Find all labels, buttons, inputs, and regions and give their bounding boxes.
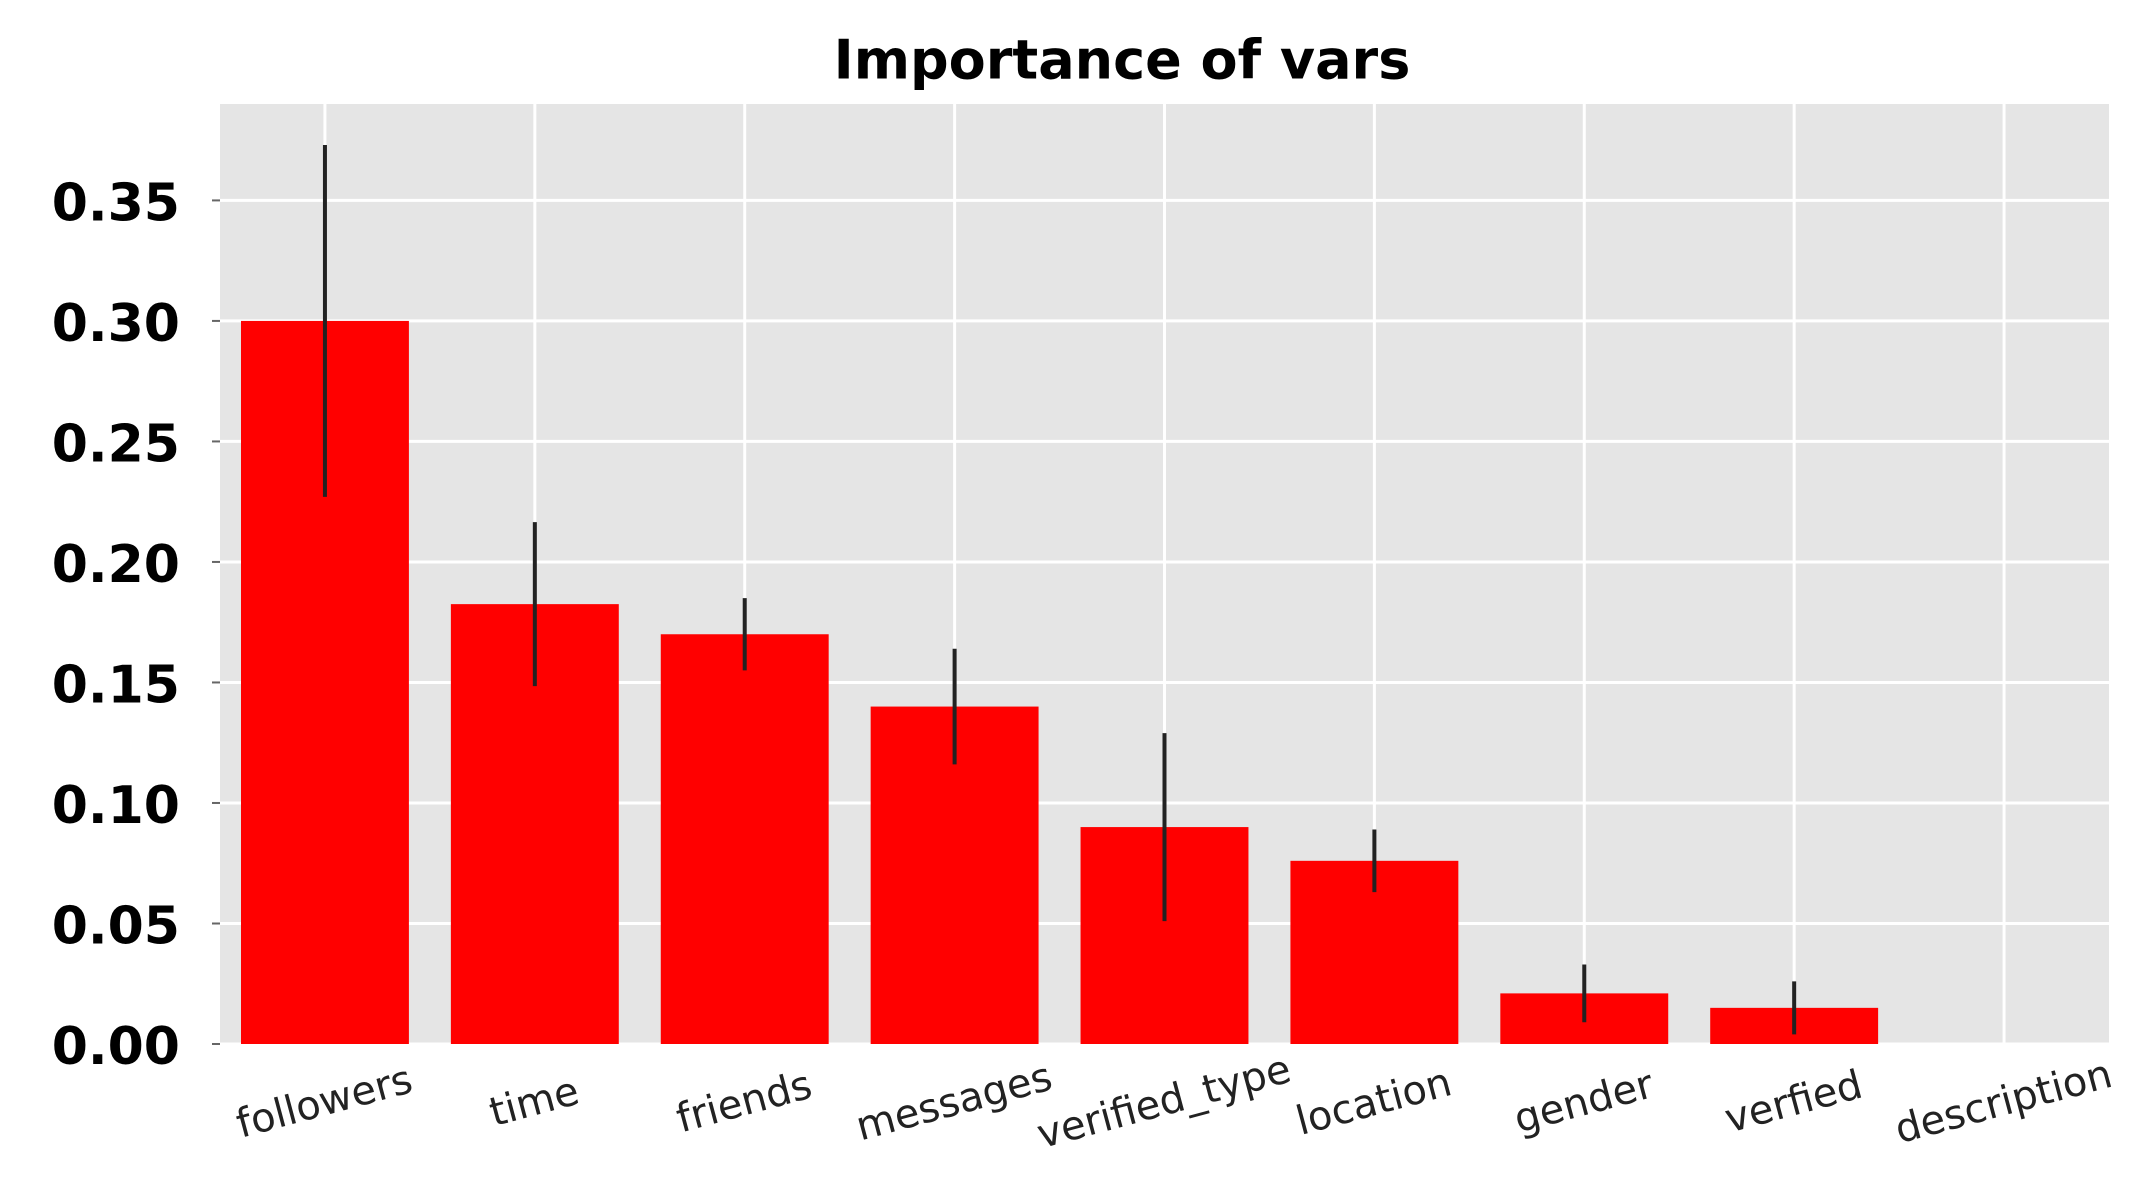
x-tick-label: location bbox=[1291, 1059, 1456, 1145]
y-tick-label: 0.25 bbox=[52, 414, 180, 474]
y-tick-label: 0.35 bbox=[52, 173, 180, 233]
x-tick-label: time bbox=[485, 1068, 584, 1136]
x-tick-label: verified_type bbox=[1032, 1046, 1295, 1158]
x-tick-label: gender bbox=[1509, 1061, 1658, 1142]
bar bbox=[660, 634, 829, 1044]
y-tick-label: 0.05 bbox=[52, 896, 180, 956]
chart-title: Importance of vars bbox=[834, 29, 1411, 92]
x-tick-label: friends bbox=[672, 1062, 817, 1142]
x-tick-label: messages bbox=[851, 1054, 1057, 1150]
x-tick-label: description bbox=[1890, 1051, 2117, 1153]
x-tick-label: followers bbox=[232, 1057, 418, 1148]
y-tick-label: 0.20 bbox=[52, 535, 180, 595]
y-tick-label: 0.10 bbox=[52, 776, 180, 836]
y-tick-label: 0.15 bbox=[52, 655, 180, 715]
x-tick-label: verfied bbox=[1720, 1062, 1867, 1143]
y-tick-label: 0.00 bbox=[52, 1017, 180, 1077]
y-tick-label: 0.30 bbox=[52, 294, 180, 354]
